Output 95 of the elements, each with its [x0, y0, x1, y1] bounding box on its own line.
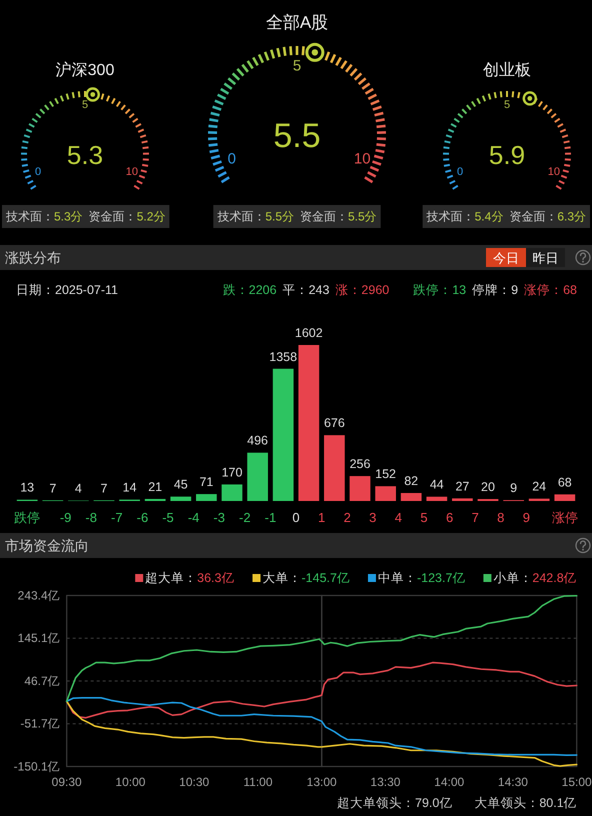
x-tick-label: -1: [264, 510, 276, 524]
data-label: 82: [404, 474, 418, 488]
data-label: 1602: [294, 326, 323, 340]
x-tick-label: 2: [344, 510, 351, 524]
text: 技术面：5.5分: [216, 210, 294, 224]
x-tick-label: 9: [522, 510, 530, 524]
x-tick-label: 6: [446, 510, 454, 524]
data-label: 256: [350, 457, 370, 472]
data-label: 68: [558, 475, 572, 490]
text: 5: [292, 57, 302, 74]
data-label: 21: [148, 480, 162, 494]
data-label: 5.3: [66, 140, 104, 170]
text: 10: [126, 166, 138, 178]
x-tick-label: -5: [162, 510, 174, 524]
x-tick-label: 09:30: [52, 775, 82, 789]
data-label: 1358: [269, 350, 298, 364]
x-tick-label: 11:00: [243, 775, 273, 789]
text: 今日: [493, 250, 519, 265]
x-tick-label: 4: [394, 510, 402, 524]
x-tick-label: 14:00: [434, 775, 465, 789]
x-tick-label: 13:00: [306, 775, 338, 789]
data-label: 13: [20, 480, 34, 495]
data-label: 9: [510, 481, 518, 496]
text: 停牌：9: [472, 283, 518, 297]
x-tick-label: -6: [136, 510, 148, 524]
data-label: 5.9: [488, 140, 526, 170]
x-tick-label: -4: [188, 510, 200, 524]
x-tick-label: 7: [472, 510, 479, 524]
text: 技术面：5.4分: [426, 210, 504, 224]
text: 创业板: [483, 60, 531, 78]
x-tick-label: 跌停: [14, 510, 40, 524]
text: 5: [82, 99, 88, 112]
y-tick-label: -51.7亿: [20, 716, 60, 731]
x-tick-label: -2: [239, 510, 251, 524]
legend-label: 小单：242.8亿: [493, 571, 577, 585]
text: 10: [548, 166, 560, 178]
legend-label: 大单：-145.7亿: [262, 571, 350, 585]
data-label: 676: [324, 416, 345, 430]
text: 5: [504, 99, 510, 112]
text: 涨停：68: [524, 283, 578, 297]
data-label: 4: [74, 482, 82, 496]
x-tick-label: -3: [213, 510, 225, 524]
chart-title: 涨跌分布: [5, 250, 61, 266]
x-tick-label: 8: [497, 510, 504, 524]
y-tick-label: 243.4亿: [18, 588, 60, 602]
legend-label: 中单：-123.7亿: [378, 571, 466, 585]
y-tick-label: -150.1亿: [14, 760, 60, 774]
text: 10: [354, 150, 371, 168]
text: 日期：2025-07-11: [16, 283, 118, 297]
chart-title: 市场资金流向: [5, 538, 89, 554]
x-tick-label: 3: [369, 510, 376, 524]
data-label: 5.5: [273, 117, 321, 155]
text: 大单领头：80.1亿: [474, 796, 577, 810]
x-tick-label: 涨停: [552, 510, 578, 524]
data-label: 24: [532, 480, 546, 494]
x-tick-label: 10:00: [115, 775, 146, 789]
x-tick-label: -7: [111, 510, 123, 524]
text: 涨：2960: [335, 283, 390, 297]
x-tick-label: 1: [318, 510, 326, 524]
data-label: 152: [375, 467, 396, 482]
text: 资金面：5.2分: [88, 210, 166, 224]
data-label: 7: [49, 481, 56, 496]
data-label: 20: [481, 480, 495, 494]
x-tick-label: 0: [292, 510, 300, 524]
data-label: 14: [122, 480, 137, 495]
text: 全部A股: [266, 12, 328, 32]
x-tick-label: -8: [85, 510, 97, 524]
text: 跌停：13: [413, 283, 466, 297]
data-label: 170: [222, 465, 242, 480]
x-tick-label: 15:00: [562, 775, 592, 789]
x-tick-label: 13:30: [370, 775, 401, 789]
text: 平：243: [282, 283, 330, 297]
data-label: 7: [100, 481, 108, 496]
data-label: 27: [455, 479, 470, 494]
text: 资金面：5.5分: [300, 210, 377, 224]
text: 0: [457, 166, 464, 178]
text: 0: [228, 150, 236, 168]
text: 昨日: [532, 250, 558, 265]
text: 超大单领头：79.0亿: [337, 796, 452, 810]
x-tick-label: 10:30: [179, 775, 210, 789]
x-tick-label: 14:30: [498, 775, 528, 789]
text: 资金面：6.3分: [509, 210, 586, 224]
text: 技术面：5.3分: [5, 210, 83, 224]
y-tick-label: 145.1亿: [18, 631, 60, 646]
text: 跌：2206: [222, 283, 277, 297]
data-label: 45: [174, 478, 188, 492]
x-tick-label: 5: [420, 510, 428, 524]
x-tick-label: -9: [60, 510, 72, 524]
text: 沪深300: [56, 60, 114, 78]
data-label: 44: [430, 478, 444, 492]
data-label: 71: [199, 475, 214, 490]
y-tick-label: 46.7亿: [24, 674, 60, 688]
text: 0: [35, 166, 42, 178]
data-label: 496: [247, 434, 268, 448]
legend-label: 超大单：36.3亿: [145, 571, 235, 585]
